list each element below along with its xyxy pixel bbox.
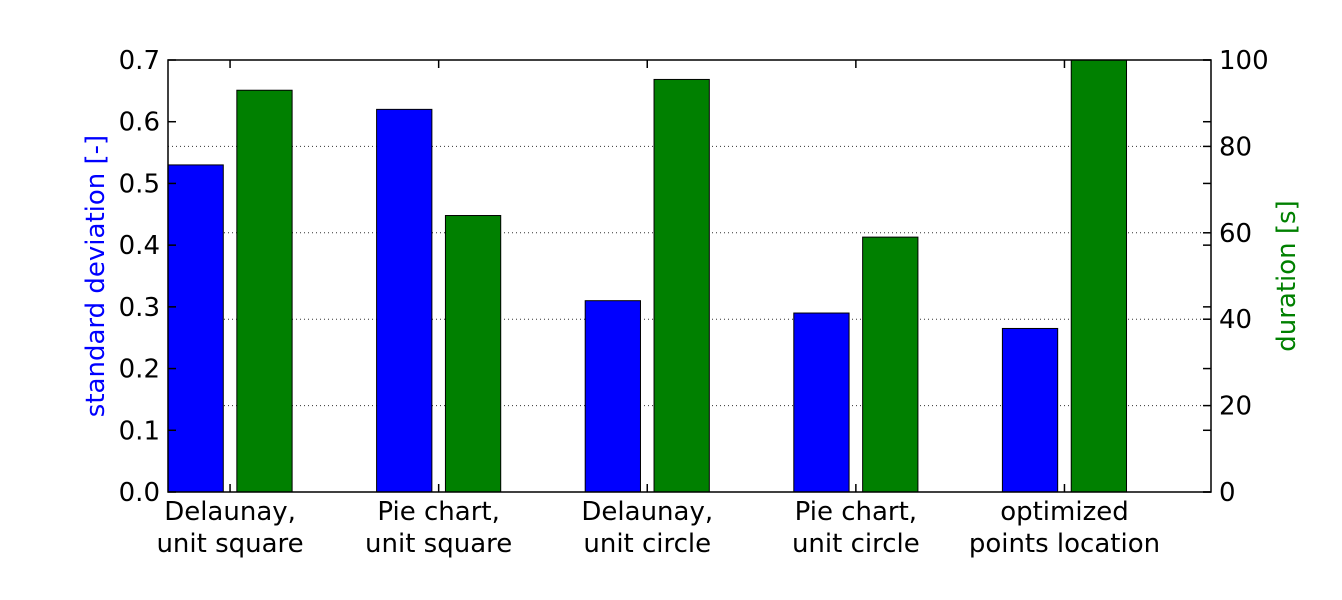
left-tick-label: 0.4 [119, 231, 160, 261]
category-label-line: unit square [365, 529, 512, 559]
std-dev-bar [1001, 327, 1059, 493]
category-label-line: Pie chart, [377, 497, 499, 527]
left-axis-ticks: 0.0 0.1 0.2 0.3 0.4 0.5 0.6 0.7 [119, 46, 1211, 508]
plot-frame [167, 59, 1212, 493]
category-label: Delaunay, unit square [156, 497, 303, 559]
right-tick-label: 60 [1219, 219, 1252, 249]
left-tick-label: 0.1 [119, 416, 160, 446]
right-axis-ticks: 0 20 40 60 80 100 [1203, 46, 1269, 508]
duration-bar [1070, 59, 1128, 493]
duration-bar [653, 78, 710, 493]
category-label-line: unit square [156, 529, 303, 559]
category-label-line: points location [969, 529, 1160, 559]
right-tick-label: 40 [1219, 305, 1252, 335]
right-tick-label: 80 [1219, 132, 1252, 162]
std-dev-bar [167, 164, 224, 493]
duration-bar [862, 236, 919, 493]
std-dev-bar [376, 108, 433, 493]
left-tick-label: 0.3 [119, 293, 160, 323]
left-axis-title: standard deviation [-] [81, 135, 111, 417]
std-dev-bar [584, 300, 641, 493]
right-axis-title: duration [s] [1272, 200, 1302, 352]
category-label-line: Delaunay, [164, 497, 296, 527]
left-tick-label: 0.6 [119, 108, 160, 138]
right-tick-label: 0 [1219, 478, 1236, 508]
duration-bar [444, 215, 502, 493]
left-tick-label: 0.0 [119, 478, 160, 508]
right-tick-label: 100 [1219, 46, 1269, 76]
category-label-line: optimized [1000, 497, 1129, 527]
left-tick-label: 0.2 [119, 355, 160, 385]
category-label: Pie chart, unit square [365, 497, 512, 559]
std-dev-bar [793, 312, 850, 493]
category-label-line: unit circle [792, 529, 920, 559]
category-label: optimized points location [969, 497, 1160, 559]
duration-bar [236, 89, 293, 493]
category-label-line: unit circle [583, 529, 711, 559]
left-tick-label: 0.7 [119, 46, 160, 76]
category-label: Delaunay, unit circle [581, 497, 713, 559]
right-tick-label: 20 [1219, 392, 1252, 422]
bars [167, 59, 1128, 493]
category-label-line: Delaunay, [581, 497, 713, 527]
category-label: Pie chart, unit circle [792, 497, 920, 559]
left-tick-label: 0.5 [119, 169, 160, 199]
category-label-line: Pie chart, [795, 497, 917, 527]
